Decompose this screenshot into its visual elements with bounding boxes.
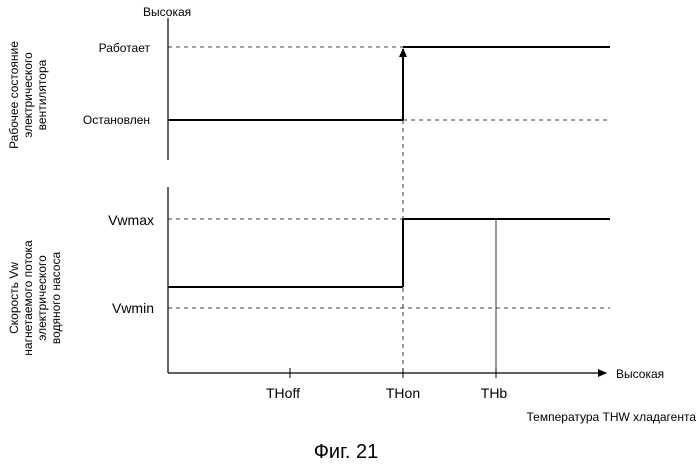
svg-text:вентилятора: вентилятора (35, 59, 49, 130)
svg-text:Рабочее состояние: Рабочее состояние (7, 41, 21, 149)
fan-state-high-label: Высокая (143, 5, 191, 19)
fan-stopped-label: Остановлен (83, 113, 150, 127)
x-axis-high-label: Высокая (616, 367, 664, 381)
pump-speed-y-title: Скорость Vw нагнетаемого потока электрич… (7, 240, 63, 356)
svg-text:электрического: электрического (35, 255, 49, 341)
pump-speed-chart: Скорость Vw нагнетаемого потока электрич… (7, 120, 696, 424)
fan-state-y-title: Рабочее состояние электрического вентиля… (7, 41, 49, 149)
tick-label-thb: THb (481, 385, 508, 401)
vwmin-label: Vwmin (112, 300, 154, 316)
fan-state-chart: Высокая Рабочее состояние электрического… (7, 5, 610, 160)
svg-text:нагнетаемого потока: нагнетаемого потока (21, 240, 35, 356)
fan-running-label: Работает (99, 41, 151, 55)
tick-label-thoff: THoff (266, 385, 300, 401)
svg-text:водяного насоса: водяного насоса (49, 251, 63, 344)
svg-text:Скорость Vw: Скорость Vw (7, 262, 21, 334)
vwmax-label: Vwmax (108, 212, 154, 228)
svg-text:электрического: электрического (21, 52, 35, 138)
x-axis-title: Температура THW хладагента (527, 410, 697, 424)
tick-label-thon: THon (386, 385, 420, 401)
figure-caption: Фиг. 21 (314, 441, 379, 463)
